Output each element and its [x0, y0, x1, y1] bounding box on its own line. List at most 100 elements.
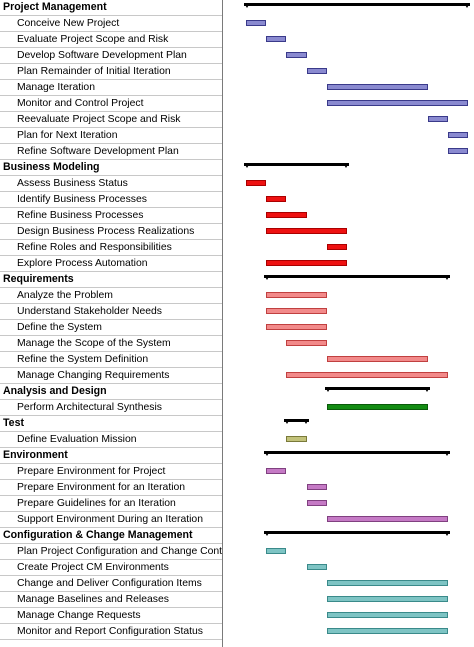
task-bar[interactable]	[306, 564, 327, 570]
task-label: Plan Project Configuration and Change Co…	[0, 544, 222, 560]
task-bar[interactable]	[266, 324, 327, 330]
task-bar[interactable]	[326, 404, 428, 410]
task-label: Refine Business Processes	[0, 208, 222, 224]
task-row-plan-project-configuration-and-change-control[interactable]: Plan Project Configuration and Change Co…	[0, 544, 474, 560]
task-row-assess-business-status[interactable]: Assess Business Status	[0, 176, 474, 192]
task-bar[interactable]	[286, 340, 327, 346]
task-label: Perform Architectural Synthesis	[0, 400, 222, 416]
task-bar[interactable]	[246, 20, 267, 26]
summary-bar[interactable]	[244, 3, 471, 6]
task-row-prepare-environment-for-an-iteration[interactable]: Prepare Environment for an Iteration	[0, 480, 474, 496]
task-bar[interactable]	[448, 132, 469, 138]
task-bar[interactable]	[266, 468, 287, 474]
task-row-monitor-and-report-configuration-status[interactable]: Monitor and Report Configuration Status	[0, 624, 474, 640]
summary-bar[interactable]	[244, 163, 350, 166]
task-bar[interactable]	[448, 148, 469, 154]
task-row-manage-baselines-and-releases[interactable]: Manage Baselines and Releases	[0, 592, 474, 608]
task-bar[interactable]	[266, 228, 348, 234]
task-row-change-and-deliver-configuration-items[interactable]: Change and Deliver Configuration Items	[0, 576, 474, 592]
phase-row-requirements[interactable]: Requirements	[0, 272, 474, 288]
task-label: Assess Business Status	[0, 176, 222, 192]
summary-start-marker	[264, 531, 271, 536]
phase-row-environment[interactable]: Environment	[0, 448, 474, 464]
task-row-prepare-environment-for-project[interactable]: Prepare Environment for Project	[0, 464, 474, 480]
task-bar[interactable]	[326, 580, 448, 586]
phase-row-project-management[interactable]: Project Management	[0, 0, 474, 16]
task-row-manage-iteration[interactable]: Manage Iteration	[0, 80, 474, 96]
task-bar[interactable]	[266, 212, 307, 218]
summary-bar[interactable]	[264, 451, 451, 454]
summary-start-marker	[264, 451, 271, 456]
phase-label: Project Management	[0, 0, 222, 16]
task-row-plan-for-next-iteration[interactable]: Plan for Next Iteration	[0, 128, 474, 144]
task-bar[interactable]	[266, 260, 348, 266]
phase-row-test[interactable]: Test	[0, 416, 474, 432]
task-bar[interactable]	[286, 52, 307, 58]
task-bar[interactable]	[326, 356, 428, 362]
task-row-conceive-new-project[interactable]: Conceive New Project	[0, 16, 474, 32]
task-label: Define the System	[0, 320, 222, 336]
task-bar[interactable]	[326, 100, 469, 106]
task-bar[interactable]	[286, 372, 448, 378]
task-row-perform-architectural-synthesis[interactable]: Perform Architectural Synthesis	[0, 400, 474, 416]
task-row-understand-stakeholder-needs[interactable]: Understand Stakeholder Needs	[0, 304, 474, 320]
task-bar[interactable]	[246, 180, 267, 186]
task-bar[interactable]	[326, 596, 448, 602]
task-row-create-project-cm-environments[interactable]: Create Project CM Environments	[0, 560, 474, 576]
phase-label: Configuration & Change Management	[0, 528, 222, 544]
task-row-identify-business-processes[interactable]: Identify Business Processes	[0, 192, 474, 208]
summary-end-marker	[444, 531, 451, 536]
task-row-manage-the-scope-of-the-system[interactable]: Manage the Scope of the System	[0, 336, 474, 352]
task-row-monitor-and-control-project[interactable]: Monitor and Control Project	[0, 96, 474, 112]
task-row-support-environment-during-an-iteration[interactable]: Support Environment During an Iteration	[0, 512, 474, 528]
task-bar[interactable]	[326, 612, 448, 618]
summary-end-marker	[464, 3, 471, 8]
task-row-explore-process-automation[interactable]: Explore Process Automation	[0, 256, 474, 272]
task-bar[interactable]	[266, 292, 327, 298]
summary-end-marker	[423, 387, 430, 392]
task-label: Change and Deliver Configuration Items	[0, 576, 222, 592]
summary-bar[interactable]	[264, 275, 451, 278]
task-row-refine-the-system-definition[interactable]: Refine the System Definition	[0, 352, 474, 368]
task-row-define-evaluation-mission[interactable]: Define Evaluation Mission	[0, 432, 474, 448]
task-bar[interactable]	[266, 36, 287, 42]
task-bar[interactable]	[427, 116, 448, 122]
task-bar[interactable]	[326, 516, 448, 522]
task-row-design-business-process-realizations[interactable]: Design Business Process Realizations	[0, 224, 474, 240]
task-row-reevaluate-project-scope-and-risk[interactable]: Reevaluate Project Scope and Risk	[0, 112, 474, 128]
task-bar[interactable]	[306, 500, 327, 506]
task-row-analyze-the-problem[interactable]: Analyze the Problem	[0, 288, 474, 304]
task-bar[interactable]	[266, 196, 287, 202]
task-row-evaluate-project-scope-and-risk[interactable]: Evaluate Project Scope and Risk	[0, 32, 474, 48]
phase-row-configuration-and-change-management[interactable]: Configuration & Change Management	[0, 528, 474, 544]
task-label: Explore Process Automation	[0, 256, 222, 272]
task-row-manage-changing-requirements[interactable]: Manage Changing Requirements	[0, 368, 474, 384]
task-label: Manage Iteration	[0, 80, 222, 96]
task-row-refine-business-processes[interactable]: Refine Business Processes	[0, 208, 474, 224]
task-row-prepare-guidelines-for-an-iteration[interactable]: Prepare Guidelines for an Iteration	[0, 496, 474, 512]
summary-bar[interactable]	[264, 531, 451, 534]
task-row-refine-roles-and-responsibilities[interactable]: Refine Roles and Responsibilities	[0, 240, 474, 256]
task-row-manage-change-requests[interactable]: Manage Change Requests	[0, 608, 474, 624]
task-bar[interactable]	[266, 548, 287, 554]
task-row-define-the-system[interactable]: Define the System	[0, 320, 474, 336]
task-bar[interactable]	[326, 244, 347, 250]
task-row-plan-remainder-of-initial-iteration[interactable]: Plan Remainder of Initial Iteration	[0, 64, 474, 80]
summary-bar[interactable]	[284, 419, 309, 422]
summary-bar[interactable]	[324, 387, 430, 390]
task-bar[interactable]	[306, 484, 327, 490]
phase-row-analysis-and-design[interactable]: Analysis and Design	[0, 384, 474, 400]
task-bar[interactable]	[286, 436, 307, 442]
summary-end-marker	[444, 451, 451, 456]
task-row-develop-software-development-plan[interactable]: Develop Software Development Plan	[0, 48, 474, 64]
task-bar[interactable]	[326, 84, 428, 90]
phase-row-business-modeling[interactable]: Business Modeling	[0, 160, 474, 176]
task-label: Reevaluate Project Scope and Risk	[0, 112, 222, 128]
task-bar[interactable]	[326, 628, 448, 634]
task-label: Refine Roles and Responsibilities	[0, 240, 222, 256]
task-bar[interactable]	[306, 68, 327, 74]
task-label: Evaluate Project Scope and Risk	[0, 32, 222, 48]
task-row-refine-software-development-plan[interactable]: Refine Software Development Plan	[0, 144, 474, 160]
column-divider	[222, 0, 223, 647]
task-bar[interactable]	[266, 308, 327, 314]
